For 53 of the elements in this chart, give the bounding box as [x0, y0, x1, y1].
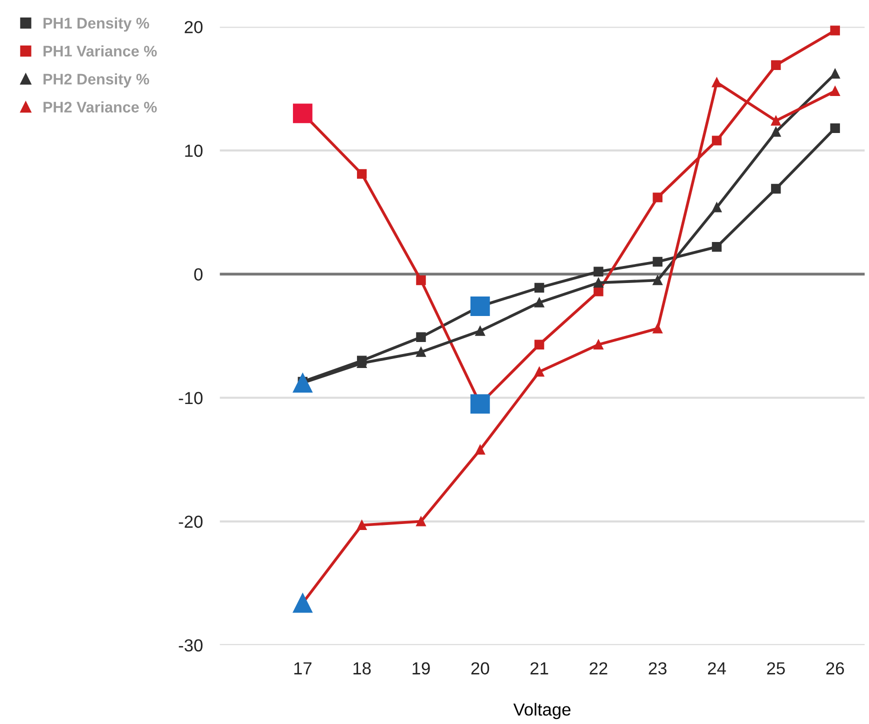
point [416, 275, 426, 286]
legend-label: PH2 Density % [44, 73, 150, 88]
point [416, 332, 426, 342]
x-tick-label: 22 [590, 662, 608, 674]
point [534, 366, 544, 377]
x-tick-label: 24 [708, 662, 726, 674]
point [771, 116, 781, 126]
point [712, 78, 722, 88]
point [830, 26, 840, 36]
x-tick-label: 17 [294, 662, 312, 674]
point [652, 324, 662, 334]
point [830, 123, 840, 134]
y-tick-label: -30 [178, 639, 203, 652]
point [534, 282, 544, 293]
point [534, 340, 544, 350]
x-tick-label: 21 [530, 662, 548, 674]
point [416, 516, 426, 526]
point [594, 266, 604, 276]
point [594, 278, 604, 288]
point [356, 520, 367, 530]
point [830, 68, 840, 79]
x-tick-label: 26 [826, 662, 844, 675]
x-axis-title: Voltage [513, 702, 570, 720]
point [830, 86, 840, 96]
x-tick-label: 19 [412, 662, 430, 675]
point [652, 275, 662, 286]
point [594, 340, 604, 350]
y-tick-label: -20 [178, 516, 203, 528]
y-tick-label: 20 [184, 20, 203, 34]
point [652, 192, 662, 202]
y-tick-label: 10 [185, 144, 203, 157]
point [356, 169, 367, 179]
point [475, 444, 486, 455]
point [771, 127, 781, 137]
point [652, 256, 662, 267]
point [594, 286, 604, 296]
point [771, 184, 781, 194]
point [771, 60, 781, 70]
x-tick-label: 18 [354, 662, 371, 675]
legend-label: PH2 Variance % [44, 101, 157, 113]
point [534, 298, 544, 308]
x-tick-label: 25 [767, 662, 785, 675]
y-tick-label: 0 [194, 268, 203, 281]
point [712, 136, 722, 146]
point [712, 242, 722, 252]
legend-label: PH1 Density % [44, 17, 150, 32]
point [416, 347, 426, 357]
legend-label: PH1 Variance % [44, 45, 157, 57]
y-tick-label: -10 [178, 392, 203, 404]
point [712, 202, 722, 212]
x-tick-label: 23 [648, 662, 667, 675]
x-tick-label: 20 [471, 662, 490, 675]
point [475, 326, 486, 336]
